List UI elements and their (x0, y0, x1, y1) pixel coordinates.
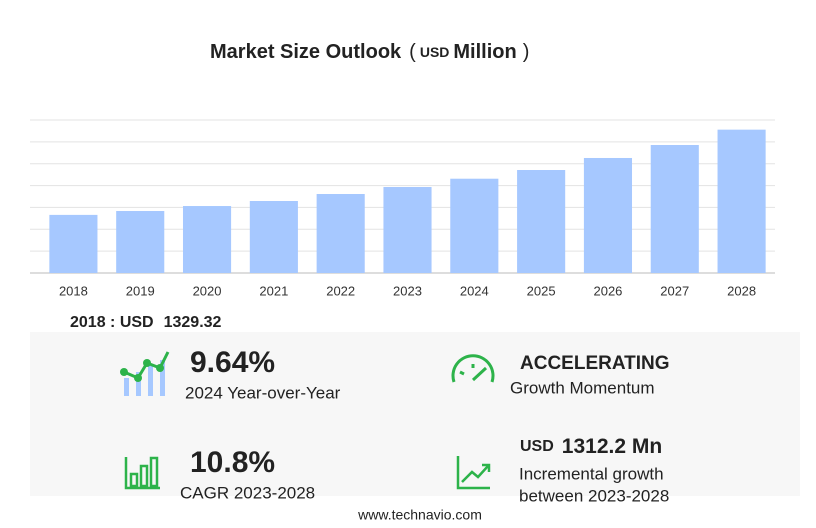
base-value: 1329.32 (164, 314, 222, 331)
cagr-value: 10.8% (190, 446, 275, 479)
bar (316, 194, 365, 273)
base-label: 2018 : USD (70, 314, 154, 331)
stats-panel (30, 332, 800, 496)
x-tick-label: 2020 (193, 283, 222, 298)
yoy-value: 9.64% (190, 346, 275, 379)
bar (49, 214, 98, 273)
increment-prefix: USD (520, 438, 554, 455)
increment-caption: Incremental growth (519, 464, 664, 483)
x-tick-label: 2025 (527, 283, 556, 298)
icon-yoy (120, 351, 170, 396)
x-tick-label: 2022 (326, 283, 355, 298)
increment-caption: between 2023-2028 (519, 486, 669, 505)
bar (517, 170, 566, 273)
bar (450, 178, 499, 273)
x-tick-label: 2018 (59, 283, 88, 298)
yoy-caption: 2024 Year-over-Year (185, 383, 341, 402)
bar (116, 211, 165, 273)
bar (717, 129, 766, 273)
base-year: 2018 : USD 1329.32 (70, 314, 222, 331)
footer: www.technavio.com (357, 507, 482, 523)
x-tick-label: 2028 (727, 283, 756, 298)
plot: 2018 2019 2020 2021 2022 2023 2024 2025 2026 2027… (30, 119, 775, 298)
bar (383, 187, 432, 273)
bar (182, 206, 232, 273)
increment-line: USD 1312.2 Mn (520, 435, 662, 458)
bar (249, 201, 298, 273)
title-unit-prefix: USD (420, 44, 450, 60)
x-tick-label: 2024 (460, 283, 489, 298)
increment-value: 1312.2 Mn (562, 435, 662, 458)
momentum: ACCELERATING (520, 353, 670, 374)
icon-increment (456, 456, 491, 490)
chart-title: Market Size Outlook (USD Million) (210, 41, 529, 63)
bar (583, 157, 633, 273)
x-tick-label: 2027 (660, 283, 689, 298)
cagr-caption: CAGR 2023-2028 (180, 483, 315, 502)
momentum-caption: Growth Momentum (510, 378, 655, 397)
title-text: Market Size Outlook (210, 41, 402, 63)
icon-gauge (451, 354, 495, 383)
title-unit: Million (453, 41, 516, 63)
title-paren: ( (409, 41, 416, 63)
title-paren: ) (523, 41, 530, 63)
x-tick-label: 2019 (126, 283, 155, 298)
x-tick-label: 2021 (259, 283, 288, 298)
x-tick-label: 2023 (393, 283, 422, 298)
bar (650, 145, 699, 273)
x-tick-label: 2026 (593, 283, 622, 298)
icon-cagr (124, 456, 160, 490)
